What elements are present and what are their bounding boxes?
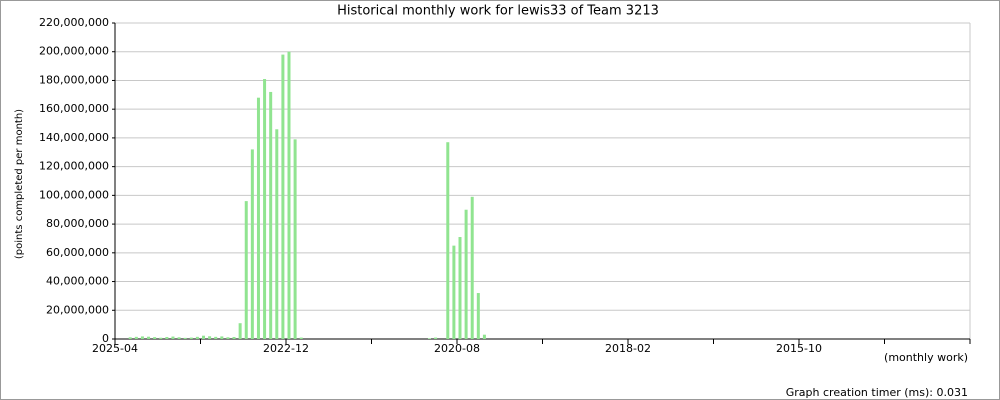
y-tick-label: 40,000,000 xyxy=(46,275,109,288)
bar xyxy=(256,97,260,339)
bar xyxy=(177,337,181,339)
bar xyxy=(183,337,187,339)
y-tick-label: 20,000,000 xyxy=(46,303,109,316)
y-tick-label: 100,000,000 xyxy=(39,188,109,201)
bar xyxy=(269,91,273,339)
x-tick-label: 2015-10 xyxy=(776,342,822,355)
y-tick-label: 60,000,000 xyxy=(46,246,109,259)
bar xyxy=(446,142,450,339)
y-tick-label: 0 xyxy=(102,332,109,345)
bar xyxy=(464,209,468,339)
y-axis-label: (points completed per month) xyxy=(14,109,25,259)
bar xyxy=(232,336,236,339)
bar xyxy=(244,201,248,339)
bar xyxy=(299,337,303,339)
bar xyxy=(226,337,230,339)
bar xyxy=(189,337,193,339)
x-tick-label: 2025-04 xyxy=(92,342,138,355)
bar xyxy=(275,129,279,339)
bar xyxy=(134,336,138,339)
x-tick-label: 2020-08 xyxy=(434,342,480,355)
bar xyxy=(287,51,291,340)
bar xyxy=(281,54,285,339)
bar xyxy=(263,79,267,339)
bar xyxy=(202,335,205,339)
bar xyxy=(452,245,456,339)
bar xyxy=(293,139,297,339)
x-tick-label: 2018-02 xyxy=(605,342,651,355)
bar xyxy=(470,196,474,339)
x-tick-label: 2022-12 xyxy=(263,342,309,355)
bar xyxy=(238,323,242,339)
bar xyxy=(128,337,132,339)
bar xyxy=(195,336,199,339)
y-tick-label: 120,000,000 xyxy=(39,160,109,173)
bar xyxy=(427,338,431,339)
y-tick-label: 80,000,000 xyxy=(46,217,109,230)
bar xyxy=(147,336,151,339)
chart-title: Historical monthly work for lewis33 of T… xyxy=(337,4,659,19)
bar xyxy=(458,237,462,339)
bar xyxy=(140,336,144,339)
footer: Graph creation timer (ms): 0.031 xyxy=(786,386,968,399)
bar xyxy=(208,336,212,339)
x-axis-label: (monthly work) xyxy=(884,351,968,364)
bar xyxy=(159,337,163,339)
bar xyxy=(476,293,480,339)
bar xyxy=(250,149,254,339)
bar xyxy=(153,337,157,339)
y-tick-label: 180,000,000 xyxy=(39,73,109,86)
y-tick-label: 140,000,000 xyxy=(39,131,109,144)
bar xyxy=(171,336,175,339)
bar xyxy=(214,336,218,339)
bar xyxy=(434,337,438,339)
y-tick-label: 200,000,000 xyxy=(39,45,109,58)
bar xyxy=(220,336,224,339)
bar xyxy=(482,334,486,339)
bar xyxy=(165,336,169,339)
y-tick-label: 160,000,000 xyxy=(39,102,109,115)
y-tick-label: 220,000,000 xyxy=(39,16,109,29)
